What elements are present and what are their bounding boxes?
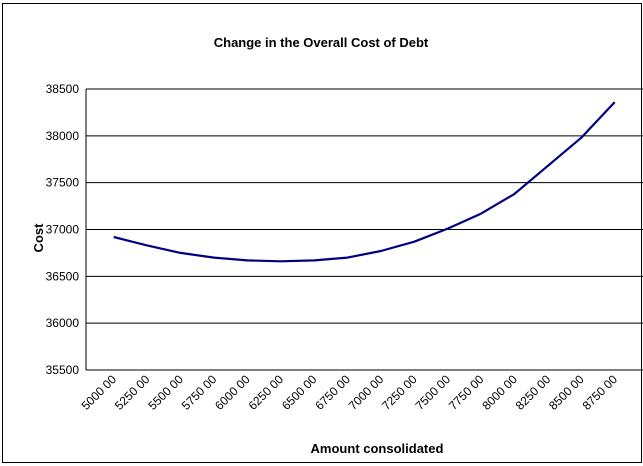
chart-svg: Change in the Overall Cost of Debt Cost …	[31, 35, 643, 456]
x-tick-label: 7000 00	[346, 372, 387, 413]
y-tick-label: 38500	[46, 82, 80, 96]
series-line	[113, 101, 616, 263]
x-axis-title: Amount consolidated	[311, 441, 444, 456]
y-tick-label: 36500	[46, 269, 80, 283]
x-tick-label: 6250 00	[246, 372, 287, 413]
y-tick-label: 36000	[46, 316, 80, 330]
y-axis-title: Cost	[31, 223, 46, 253]
x-tick-label: 8250 00	[513, 372, 554, 413]
x-tick-label: 7250 00	[379, 372, 420, 413]
x-tick-label: 6750 00	[312, 372, 353, 413]
x-tick-label: 6000 00	[212, 372, 253, 413]
x-tick-label: 8500 00	[546, 372, 587, 413]
x-tick-label: 5750 00	[179, 372, 220, 413]
x-tick-label: 7750 00	[446, 372, 487, 413]
y-tick-label: 38000	[46, 129, 80, 143]
chart-title: Change in the Overall Cost of Debt	[214, 35, 429, 50]
x-tick-label: 6500 00	[279, 372, 320, 413]
y-tick-label: 37500	[46, 176, 80, 190]
x-tick-label: 5500 00	[145, 372, 186, 413]
x-tick-label: 8750 00	[580, 372, 621, 413]
y-tick-label: 37000	[46, 223, 80, 237]
plot-area: 35500 36000 36500 37000 37500 38000 38500 5000 …	[46, 82, 643, 413]
y-tick-label: 35500	[46, 363, 80, 377]
x-tick-label: 8000 00	[479, 372, 520, 413]
x-tick-label: 5250 00	[112, 372, 153, 413]
x-tick-label: 7500 00	[413, 372, 454, 413]
x-tick-label: 5000 00	[79, 372, 120, 413]
chart-frame: Change in the Overall Cost of Debt Cost …	[2, 3, 643, 463]
